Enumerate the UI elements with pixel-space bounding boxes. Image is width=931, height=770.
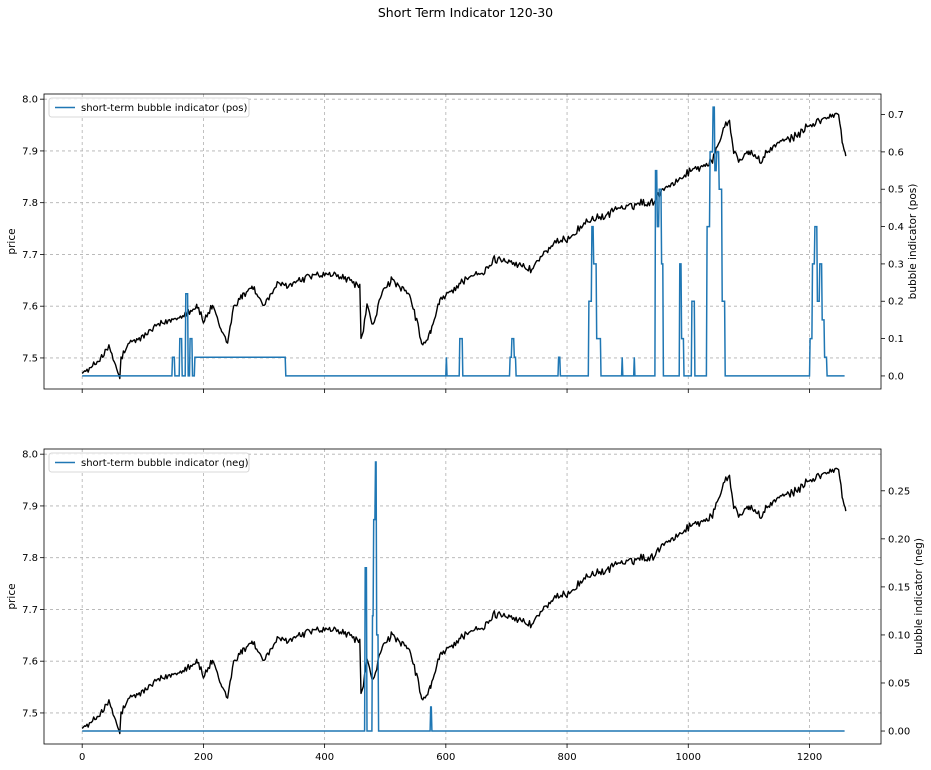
price-line (81, 467, 847, 735)
y-left-tick-label: 7.9 (22, 146, 38, 157)
axes-frame (43, 93, 882, 390)
y-left-tick-label: 7.8 (22, 553, 38, 564)
y-right-tick-label: 0.2 (888, 297, 904, 308)
x-tick-label: 800 (558, 752, 577, 763)
y-left-tick-label: 7.8 (22, 198, 38, 209)
y-left-tick-label: 7.7 (22, 250, 38, 261)
y-left-tick-label: 8.0 (22, 450, 38, 461)
y-left-tick-label: 7.6 (22, 302, 38, 313)
y-left-tick-label: 7.5 (22, 353, 38, 364)
y-right-tick-label: 0.05 (888, 678, 910, 689)
y-right-tick-label: 0.25 (888, 486, 910, 497)
x-tick-label: 600 (436, 752, 455, 763)
x-tick-label: 1200 (797, 752, 822, 763)
y-right-tick-label: 0.00 (888, 727, 910, 738)
y-right-axis-label: bubble indicator (pos) (907, 184, 919, 300)
y-right-tick-label: 0.4 (888, 222, 904, 233)
y-right-tick-label: 0.5 (888, 185, 904, 196)
legend: short-term bubble indicator (neg) (48, 452, 250, 473)
y-right-tick-label: 0.7 (888, 110, 904, 121)
price-line (81, 112, 847, 380)
y-right-tick-label: 0.15 (888, 582, 910, 593)
y-right-tick-label: 0.10 (888, 630, 910, 641)
x-tick-label: 1000 (676, 752, 701, 763)
y-right-tick-label: 0.1 (888, 334, 904, 345)
x-tick-label: 400 (315, 752, 334, 763)
legend-label: short-term bubble indicator (neg) (81, 458, 249, 469)
y-left-tick-label: 7.9 (22, 501, 38, 512)
y-right-tick-label: 0.3 (888, 259, 904, 270)
y-left-tick-label: 7.6 (22, 657, 38, 668)
indicator-line (82, 106, 845, 377)
grid (44, 94, 881, 389)
x-tick-label: 0 (79, 752, 85, 763)
axes-frame (43, 448, 882, 745)
y-right-tick-label: 0.6 (888, 147, 904, 158)
figure-title: Short Term Indicator 120-30 (377, 5, 554, 20)
y-left-tick-label: 7.7 (22, 605, 38, 616)
y-left-axis-label: price (6, 583, 18, 609)
legend: short-term bubble indicator (pos) (48, 97, 250, 118)
y-right-axis-label: bubble indicator (neg) (913, 538, 925, 655)
y-right-tick-label: 0.20 (888, 534, 910, 545)
y-left-tick-label: 7.5 (22, 708, 38, 719)
legend-label: short-term bubble indicator (pos) (81, 103, 248, 114)
y-left-tick-label: 8.0 (22, 95, 38, 106)
top-panel: 7.5 7.6 7.7 7.8 7.9 8.0 0.0 0.1 0.2 0.3 0.4 0.5 0.6 0… (6, 93, 919, 393)
y-right-tick-label: 0.0 (888, 371, 904, 382)
x-tick-label: 200 (194, 752, 213, 763)
indicator-line (82, 461, 845, 732)
plot-area (44, 449, 881, 744)
legend-box (48, 97, 250, 118)
legend-box (48, 452, 250, 473)
y-left-axis-label: price (6, 228, 18, 254)
bottom-panel: 0 200 400 600 800 1000 1200 7.5 7.6 7.7 7.8 7.9 8.0 0… (6, 448, 925, 763)
